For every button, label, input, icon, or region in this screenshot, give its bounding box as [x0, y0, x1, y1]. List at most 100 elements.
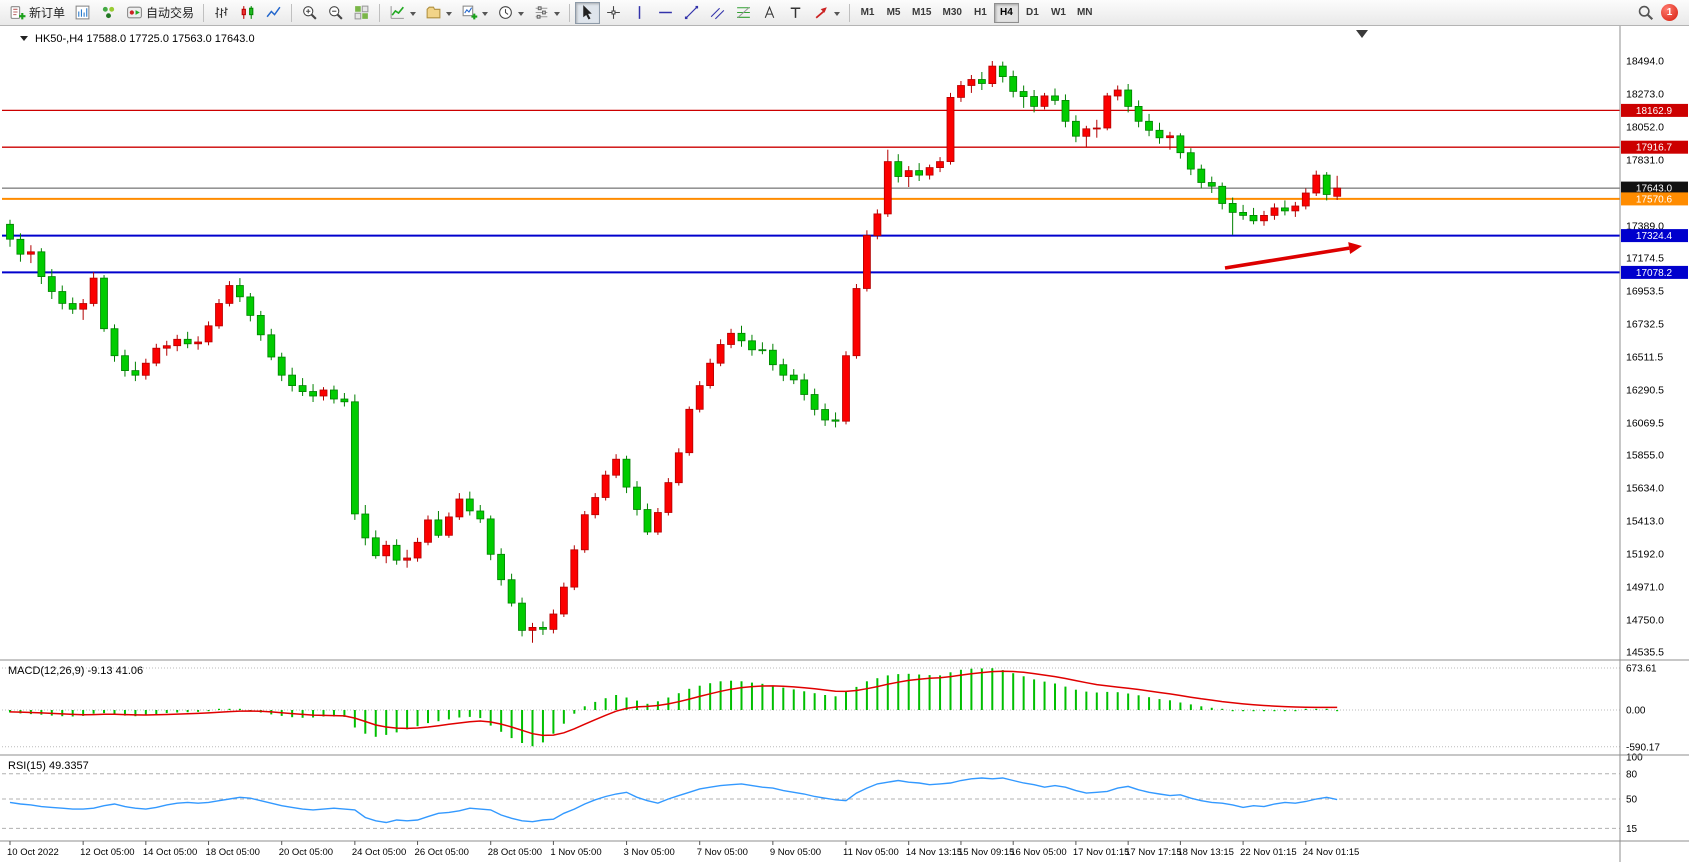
timeframe-h1-button[interactable]: H1 [968, 3, 993, 23]
tile-windows-icon [354, 5, 369, 20]
candlestick-chart-icon [241, 6, 254, 19]
rsi-line [9, 777, 1338, 824]
dropdown-caret [834, 11, 841, 19]
svg-text:100: 100 [1626, 753, 1643, 764]
svg-text:18 Nov 13:15: 18 Nov 13:15 [1177, 847, 1234, 858]
fibonacci-icon [737, 7, 750, 18]
timeframe-d1-button[interactable]: D1 [1020, 3, 1045, 23]
svg-text:673.61: 673.61 [1626, 664, 1657, 675]
svg-text:16953.5: 16953.5 [1626, 286, 1664, 298]
bar-chart-icon [215, 7, 228, 18]
svg-text:28 Oct 05:00: 28 Oct 05:00 [488, 847, 542, 858]
text-icon [764, 5, 775, 19]
trend-arrow-annotation[interactable] [1224, 242, 1362, 270]
main-toolbar: 新订单 自动交易 [0, 0, 1689, 26]
svg-text:9 Nov 05:00: 9 Nov 05:00 [770, 847, 821, 858]
cursor-button[interactable] [575, 1, 601, 24]
templates-icon [426, 6, 441, 19]
data-window-button[interactable] [96, 2, 121, 24]
alerts-button[interactable] [493, 2, 528, 24]
crosshair-button[interactable] [601, 2, 626, 24]
templates-button[interactable] [421, 2, 456, 24]
new-chart-icon [462, 5, 478, 20]
arrow-object-icon [815, 7, 827, 19]
auto-trading-button[interactable]: 自动交易 [122, 2, 198, 24]
macd-pane: MACD(12,26,9) -9.13 41.06 673.61 0.00 -590.… [2, 664, 1660, 753]
svg-text:14750.0: 14750.0 [1626, 615, 1664, 627]
svg-text:15413.0: 15413.0 [1626, 516, 1664, 528]
equidistant-channel-icon [710, 7, 725, 20]
zoom-out-icon [329, 6, 343, 20]
tile-windows-button[interactable] [349, 2, 374, 24]
timeframe-mn-button[interactable]: MN [1072, 3, 1098, 23]
horizontal-line-icon [659, 11, 672, 14]
timeframe-w1-button[interactable]: W1 [1046, 3, 1071, 23]
timeframe-m15-button[interactable]: M15 [907, 3, 936, 23]
dropdown-caret [446, 11, 453, 19]
timeframe-m5-button[interactable]: M5 [881, 3, 906, 23]
chart-properties-button[interactable] [529, 2, 564, 24]
indicators-button[interactable] [385, 2, 420, 24]
new-chart-button[interactable] [457, 2, 492, 24]
rsi-pane: RSI(15) 49.3357 100 80 50 15 [2, 753, 1643, 835]
arrows-button[interactable] [809, 2, 844, 24]
svg-text:15855.0: 15855.0 [1626, 450, 1664, 462]
chart-window: MACD(12,26,9) -9.13 41.06 673.61 0.00 -590.… [0, 26, 1689, 862]
horizontal-line-annotations[interactable] [2, 109, 1620, 274]
timeframe-m1-button[interactable]: M1 [855, 3, 880, 23]
chart-background [0, 26, 1689, 862]
text-label-icon [790, 7, 801, 18]
svg-text:17324.4: 17324.4 [1636, 231, 1673, 242]
svg-text:17078.2: 17078.2 [1636, 268, 1673, 279]
label-button[interactable] [783, 2, 808, 24]
vertical-line-button[interactable] [627, 2, 652, 24]
bar-chart-button[interactable] [209, 2, 234, 24]
svg-text:16732.5: 16732.5 [1626, 319, 1664, 331]
new-order-button[interactable]: 新订单 [5, 2, 69, 24]
svg-text:16511.5: 16511.5 [1626, 352, 1663, 364]
fibonacci-button[interactable] [731, 2, 756, 24]
svg-text:26 Oct 05:00: 26 Oct 05:00 [415, 847, 469, 858]
cursor-icon [583, 5, 592, 20]
svg-text:22 Nov 01:15: 22 Nov 01:15 [1240, 847, 1297, 858]
market-watch-icon [75, 5, 90, 20]
chart-shift-marker[interactable] [1356, 30, 1368, 38]
svg-text:3 Nov 05:00: 3 Nov 05:00 [624, 847, 675, 858]
search-button[interactable] [1633, 2, 1658, 24]
dropdown-caret [554, 11, 561, 19]
price-axis: 18494.018273.018052.017831.017389.017174… [1626, 56, 1664, 659]
alarm-clock-icon [499, 6, 512, 19]
time-axis: 10 Oct 2022 12 Oct 05:00 14 Oct 05:00 18 Oc… [7, 841, 1359, 858]
svg-text:18162.9: 18162.9 [1636, 106, 1673, 117]
toolbar-separator [291, 3, 293, 22]
new-order-label: 新订单 [29, 6, 66, 20]
rsi-title: RSI(15) 49.3357 [8, 760, 89, 772]
dropdown-caret [410, 11, 417, 19]
candlestick-chart-button[interactable] [235, 2, 260, 24]
indicators-icon [390, 6, 404, 19]
timeframe-h4-button[interactable]: H4 [993, 2, 1019, 23]
trendline-button[interactable] [679, 2, 704, 24]
zoom-out-button[interactable] [323, 2, 348, 24]
macd-signal-line [9, 670, 1338, 737]
zoom-in-icon [303, 6, 317, 20]
horizontal-line-button[interactable] [653, 2, 678, 24]
svg-text:14535.5: 14535.5 [1626, 647, 1664, 659]
text-button[interactable] [757, 2, 782, 24]
channel-button[interactable] [705, 2, 730, 24]
chart-area[interactable]: MACD(12,26,9) -9.13 41.06 673.61 0.00 -590.… [0, 26, 1689, 862]
svg-text:14971.0: 14971.0 [1626, 582, 1664, 594]
line-chart-button[interactable] [261, 2, 286, 24]
one-click-trading-toggle[interactable] [20, 36, 28, 45]
svg-text:7 Nov 05:00: 7 Nov 05:00 [697, 847, 748, 858]
svg-text:16069.5: 16069.5 [1626, 418, 1664, 430]
svg-text:15634.0: 15634.0 [1626, 483, 1664, 495]
market-watch-button[interactable] [70, 2, 95, 24]
svg-text:15: 15 [1626, 824, 1638, 835]
notification-badge[interactable]: 1 [1661, 4, 1678, 21]
timeframe-m30-button[interactable]: M30 [937, 3, 966, 23]
dropdown-caret [518, 11, 525, 19]
zoom-in-button[interactable] [297, 2, 322, 24]
dropdown-caret [482, 11, 489, 19]
